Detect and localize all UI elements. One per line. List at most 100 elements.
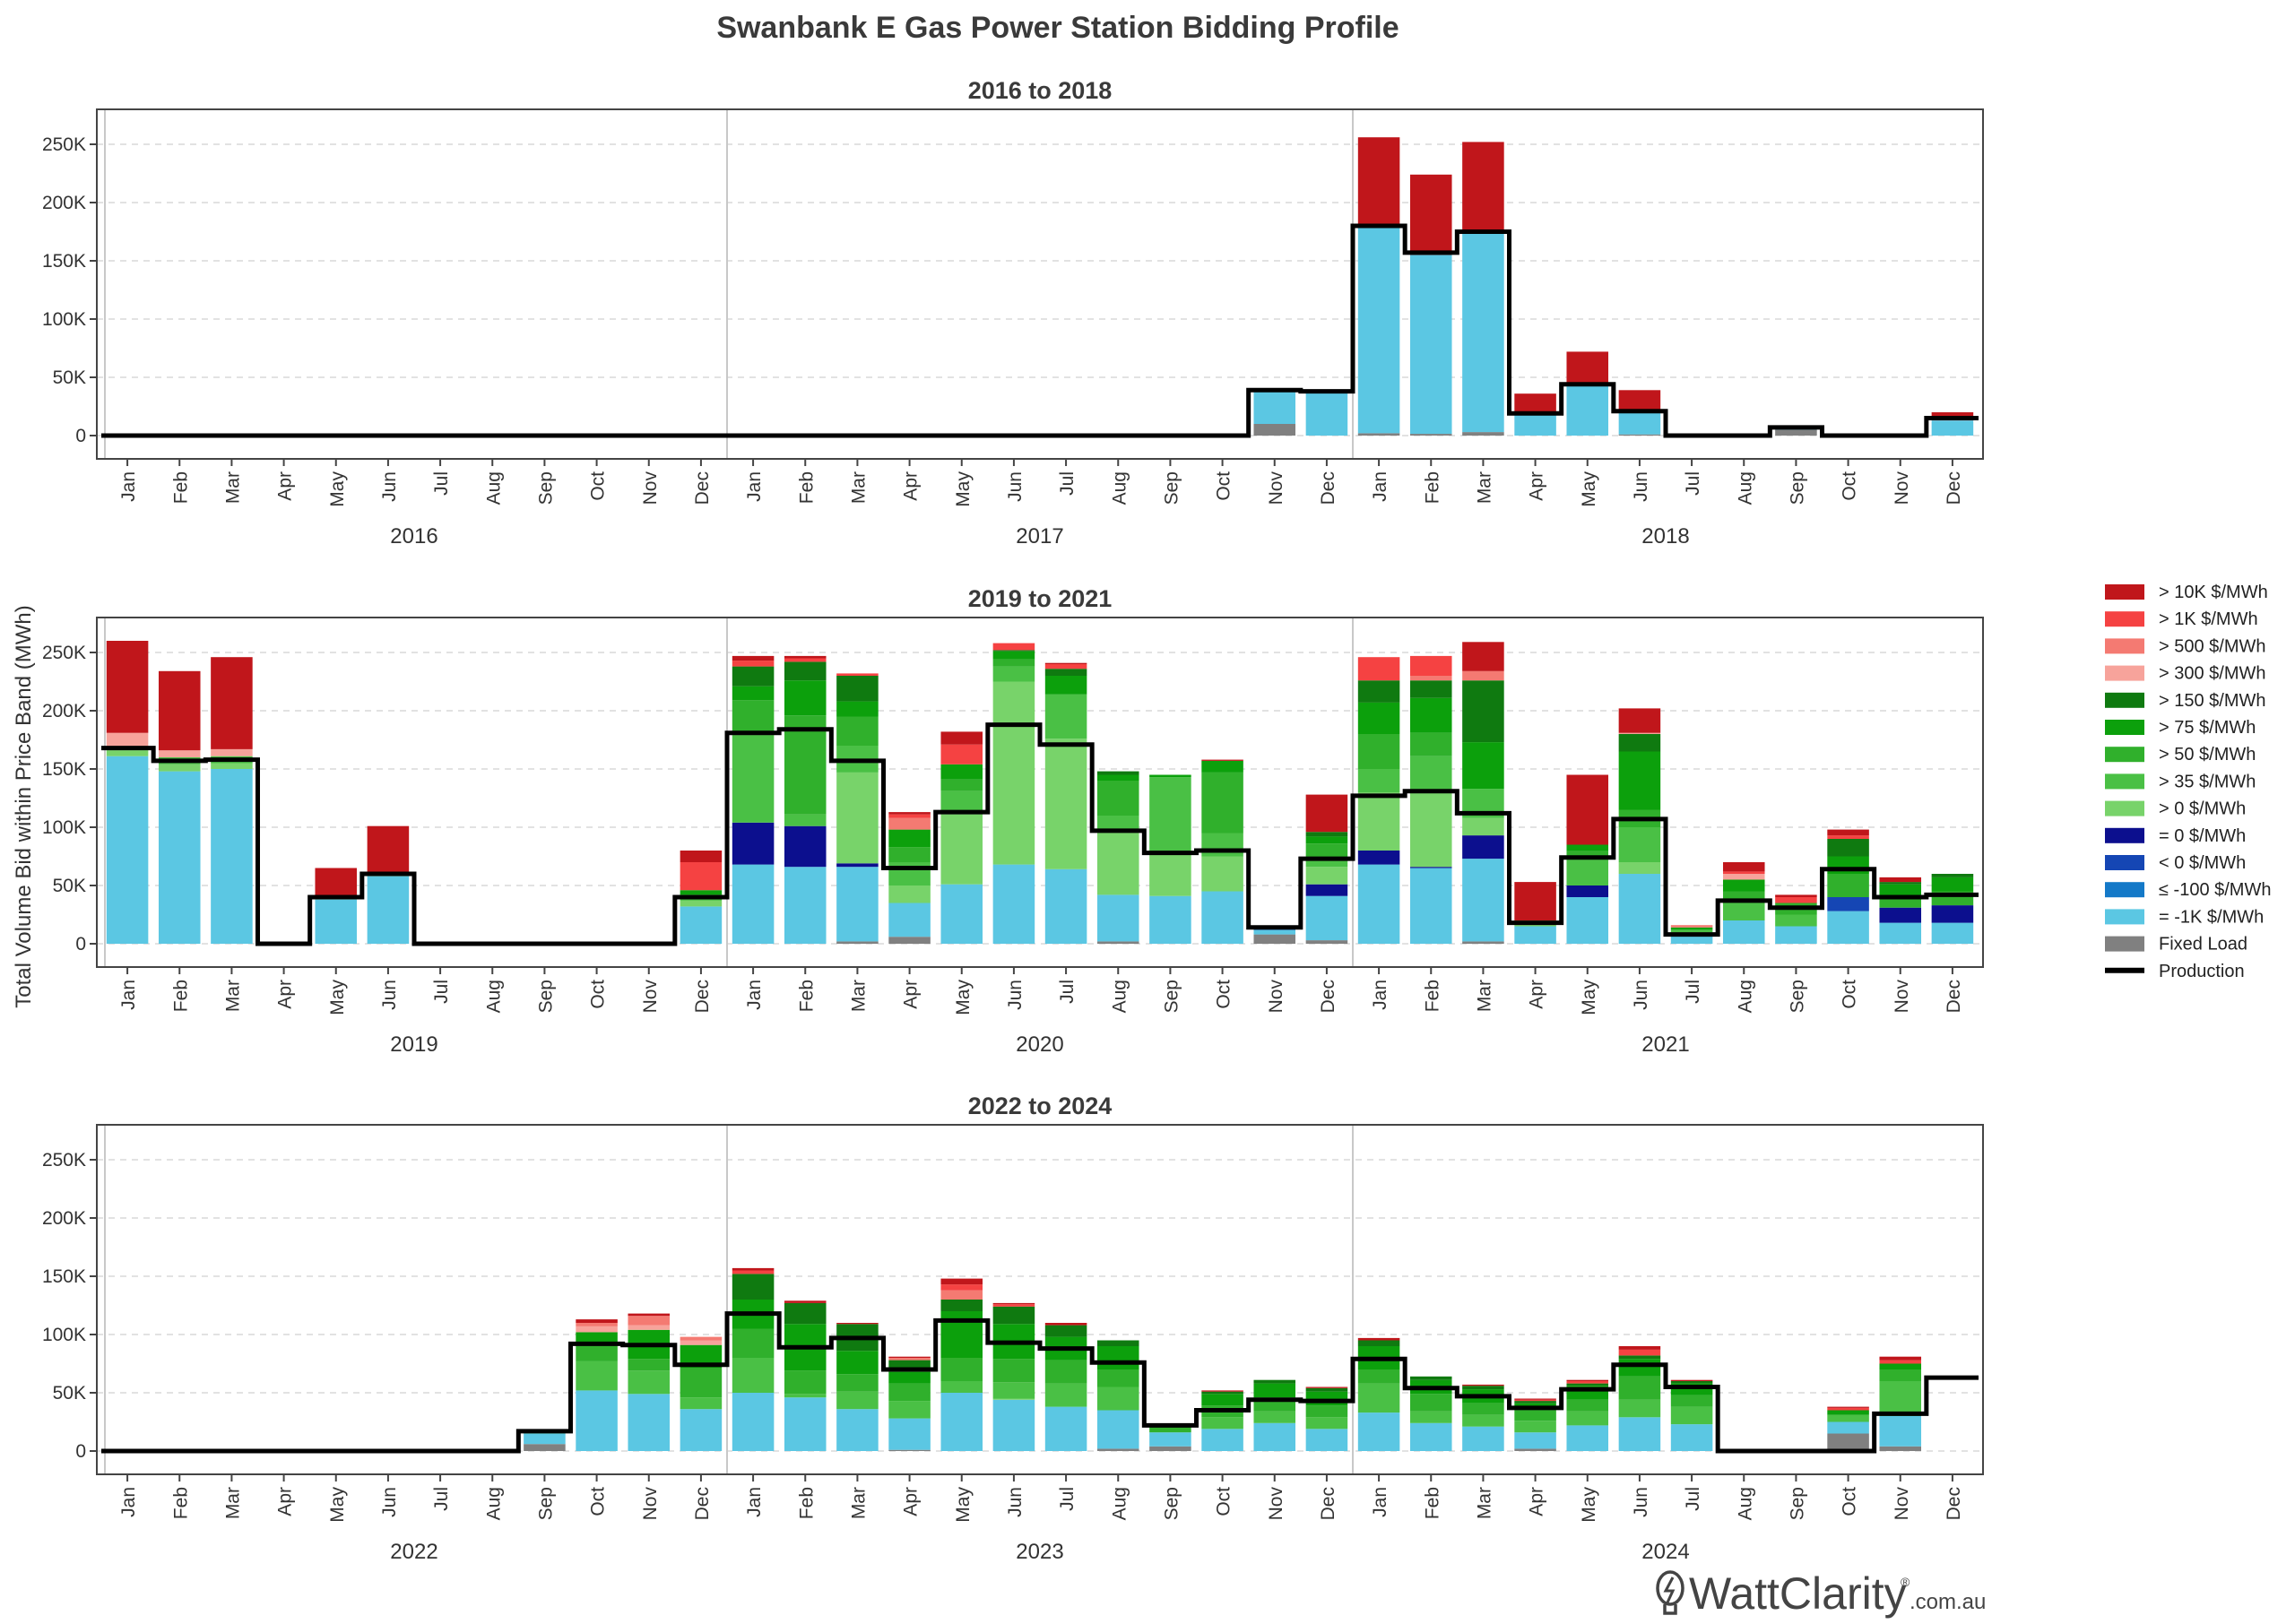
x-tick-label: Apr	[275, 980, 296, 1009]
bar-segment-b10k	[784, 1300, 827, 1303]
bar-segment-b50	[1462, 1403, 1504, 1415]
x-tick-label: Jun	[1005, 980, 1026, 1010]
bar-segment-b1k	[680, 862, 723, 891]
bar-segment-e0	[1462, 835, 1504, 860]
bar-segment-fixed	[888, 1449, 931, 1451]
bar-segment-b10k	[1044, 1323, 1087, 1326]
x-tick-label: Apr	[901, 980, 922, 1009]
x-tick-label: Jul	[431, 471, 452, 496]
x-tick-label: Mar	[1474, 471, 1494, 504]
bar-segment-m1k	[940, 884, 983, 944]
x-tick-label: Jun	[1631, 1487, 1651, 1517]
x-tick-label: Oct	[588, 471, 609, 501]
x-tick-label: Jul	[1683, 1487, 1703, 1511]
bar-segment-b35	[1253, 1411, 1296, 1423]
bar-segment-b1k	[940, 1284, 983, 1291]
bar-segment-b35	[1044, 1383, 1087, 1407]
legend-item: < 0 $/MWh	[2105, 853, 2246, 873]
panels: 2016 to 2018 0 50K 100K 150K 200K 250K Jan Feb Ma…	[42, 77, 1984, 1564]
bar-segment-b500	[940, 1290, 983, 1300]
x-tick-label: Feb	[170, 471, 191, 504]
bar-segment-b35	[836, 1391, 879, 1410]
bar-segment-fixed	[1357, 433, 1400, 436]
bar-segment-e0	[1409, 867, 1452, 868]
bar-segment-b75	[1253, 1383, 1296, 1398]
bar-segment-m1k	[680, 1409, 723, 1451]
bar-segment-b1k	[1722, 871, 1765, 874]
bar-segment-b50	[1096, 781, 1139, 816]
x-tick-label: Sep	[1787, 471, 1807, 505]
bar-segment-m1k	[1618, 874, 1661, 944]
bar-segment-b150	[1357, 1340, 1400, 1346]
production-line	[101, 1311, 1979, 1454]
bar-segment-m1k	[1253, 391, 1296, 424]
bar-segment-b150	[1357, 680, 1400, 703]
bar-segment-b150	[940, 1300, 983, 1311]
x-tick-label: Jan	[118, 1487, 139, 1517]
bar-segment-b1k	[1044, 664, 1087, 669]
bar-segment-b35	[1357, 1383, 1400, 1413]
bar-segment-b0p	[1044, 739, 1087, 869]
bar-segment-l0	[1827, 897, 1869, 911]
bar-segment-b10k	[1670, 1379, 1713, 1381]
bar-segment-b35	[1879, 1381, 1922, 1416]
bar-segment-b50	[1827, 874, 1869, 897]
bar-segment-m1k	[680, 906, 723, 944]
bar-segment-b150	[1409, 680, 1452, 698]
bar-segment-fixed	[1096, 941, 1139, 944]
x-tick-label: Aug	[1735, 980, 1755, 1013]
bar-segment-b50	[1566, 1399, 1609, 1412]
bar-segment-b10k	[1879, 1356, 1922, 1361]
y-tick-label: 150K	[42, 759, 86, 780]
x-tick-label: Nov	[1892, 1487, 1912, 1521]
bar-segment-b35	[1827, 1414, 1869, 1422]
bar-segment-b75	[732, 686, 775, 701]
bar-segment-fixed	[1462, 941, 1504, 944]
bar-segment-b35	[940, 1381, 983, 1393]
bar-segment-b10k	[888, 812, 931, 815]
bar-segment-b10k	[1462, 1384, 1504, 1386]
x-tick-label: Jun	[1005, 1487, 1026, 1517]
panel-title: 2016 to 2018	[968, 77, 1113, 104]
legend-item: ≤ -100 $/MWh	[2105, 880, 2271, 900]
bar-segment-b150	[1462, 1386, 1504, 1390]
panel-title: 2022 to 2024	[968, 1093, 1113, 1119]
bar-segment-m1k	[1931, 922, 1974, 944]
bar-segment-b35	[992, 666, 1035, 682]
year-label: 2020	[1016, 1032, 1063, 1057]
bar-segment-b150	[1879, 882, 1922, 885]
bar-segment-fixed	[1409, 434, 1452, 436]
bar-segment-b50	[1044, 1360, 1087, 1384]
x-tick-label: Jan	[1370, 471, 1390, 502]
bar-segment-b35	[784, 1394, 827, 1398]
x-tick-label: Oct	[1214, 471, 1234, 501]
bar-segment-b75	[1722, 879, 1765, 892]
bar-segment-b75	[940, 1311, 983, 1358]
bar-segment-b50	[1201, 772, 1243, 834]
x-tick-label: Dec	[1944, 471, 1964, 505]
bar-segment-b10k	[1775, 894, 1817, 897]
bar-segment-b500	[628, 1316, 671, 1326]
bar-segment-e0	[1305, 884, 1348, 896]
bar-segment-b150	[1305, 832, 1348, 837]
x-tick-label: Jan	[744, 1487, 765, 1517]
x-tick-label: Dec	[1318, 1487, 1338, 1520]
x-tick-label: Feb	[796, 471, 817, 504]
bar-segment-fixed	[1149, 1446, 1191, 1451]
bar-segment-b50	[576, 1343, 618, 1361]
bar-segment-b50	[1149, 1428, 1191, 1433]
bar-segment-b35	[1722, 903, 1765, 920]
bar-segment-b300	[106, 732, 149, 747]
bar-segment-b35	[1044, 694, 1087, 739]
bar-segment-b75	[1201, 760, 1243, 773]
bar-segment-b500	[1462, 670, 1504, 681]
brand-suffix: .com.au	[1910, 1590, 1986, 1614]
bar-segment-b150	[992, 1306, 1035, 1325]
legend: > 10K $/MWh > 1K $/MWh > 500 $/MWh > 300 $/…	[2105, 583, 2271, 981]
bar-segment-b10k	[1514, 1398, 1556, 1400]
panel-3: 2022 to 2024 0 50K 100K 150K 200K 250K Jan Feb Ma…	[42, 1093, 1984, 1564]
x-tick-label: Nov	[640, 1487, 661, 1521]
bar-segment-m1k	[1722, 920, 1765, 944]
bar-segment-m1k	[940, 1393, 983, 1451]
